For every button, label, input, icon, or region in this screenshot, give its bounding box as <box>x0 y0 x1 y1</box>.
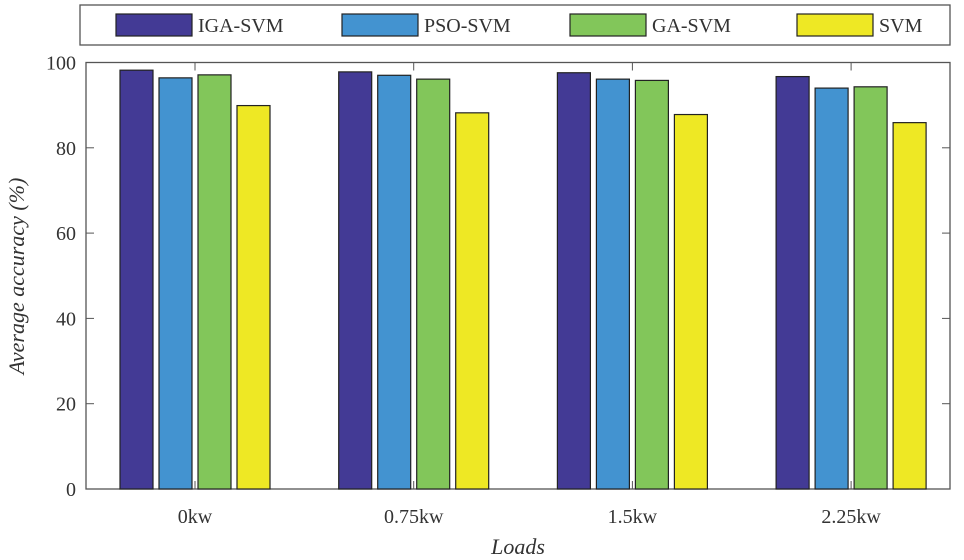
bar-svm-0kw <box>236 104 271 490</box>
bar-svm-0.75kw <box>455 112 490 490</box>
bar-ga-svm-2.25kw <box>853 86 888 490</box>
legend-label: IGA-SVM <box>198 15 284 37</box>
legend-label: SVM <box>879 15 923 37</box>
y-tick-label: 60 <box>56 223 76 245</box>
bar-iga-svm-1.5kw <box>556 72 592 490</box>
x-tick-label: 2.25kw <box>821 506 881 528</box>
bar-pso-svm-0kw <box>158 77 193 490</box>
legend-swatch <box>569 13 647 37</box>
legend-label: PSO-SVM <box>424 15 511 37</box>
bar-pso-svm-1.5kw <box>595 78 631 490</box>
bar-iga-svm-0kw <box>119 69 154 490</box>
legend-swatch <box>341 13 419 37</box>
legend-swatch <box>115 13 193 37</box>
bars <box>119 69 927 490</box>
bar-ga-svm-0kw <box>197 74 232 490</box>
y-axis-label: Average accuracy (%) <box>4 178 29 377</box>
x-axis-label: Loads <box>490 534 545 559</box>
axes: 0 20 40 60 80 100 0kw 0.75kw 1.5kw 2.25kw <box>46 53 951 528</box>
bar-iga-svm-2.25kw <box>775 75 810 490</box>
y-tick-label: 20 <box>56 394 76 416</box>
x-tick-label: 0kw <box>178 506 213 528</box>
x-tick-label: 1.5kw <box>608 506 658 528</box>
bar-pso-svm-0.75kw <box>377 74 412 490</box>
plot-frame <box>85 61 951 490</box>
bar-svm-2.25kw <box>892 122 927 490</box>
bar-ga-svm-0.75kw <box>416 78 451 490</box>
bar-pso-svm-2.25kw <box>814 87 849 490</box>
bar-iga-svm-0.75kw <box>338 71 373 490</box>
legend: IGA-SVM PSO-SVM GA-SVM SVM <box>79 4 951 46</box>
y-tick-label: 80 <box>56 138 76 160</box>
x-tick-label: 0.75kw <box>384 506 444 528</box>
legend-label: GA-SVM <box>652 15 731 37</box>
legend-swatch <box>796 13 874 37</box>
y-tick-label: 100 <box>46 53 76 75</box>
y-tick-label: 0 <box>66 479 76 501</box>
y-tick-label: 40 <box>56 308 76 330</box>
bar-ga-svm-1.5kw <box>634 79 670 490</box>
bar-svm-1.5kw <box>673 113 709 490</box>
